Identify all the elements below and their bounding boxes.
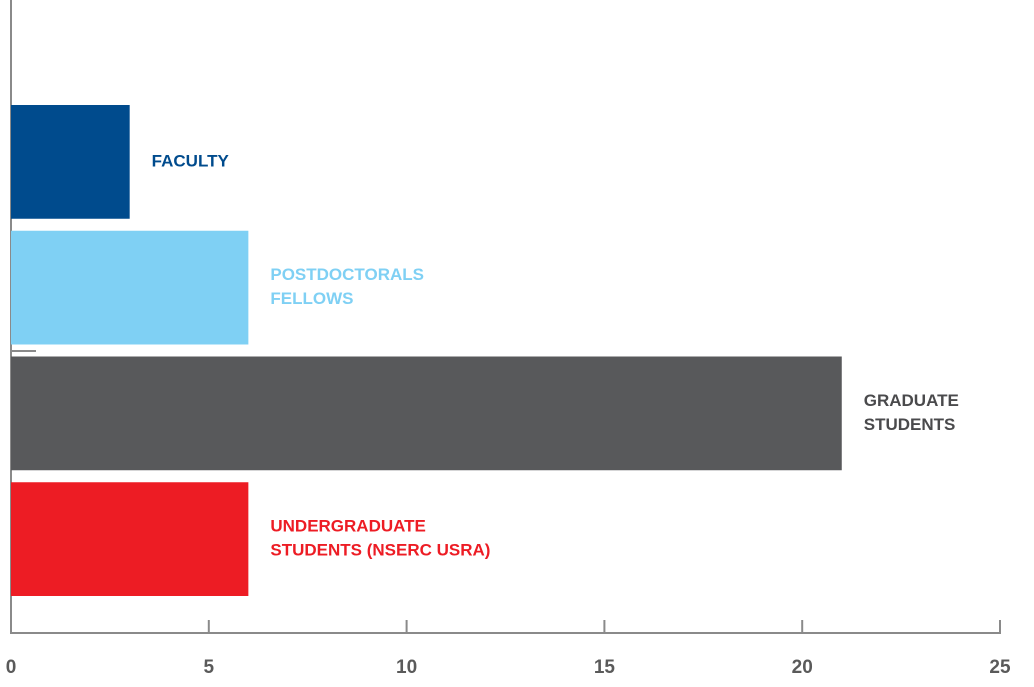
category-label: FACULTY	[152, 151, 230, 170]
bar	[11, 356, 842, 471]
category-label: GRADUATE	[864, 391, 959, 410]
x-tick-label: 5	[204, 657, 215, 678]
category-label: UNDERGRADUATE	[270, 517, 426, 536]
x-tick-label: 20	[792, 657, 813, 678]
x-tick-label: 15	[594, 657, 616, 678]
category-label: FELLOWS	[270, 289, 353, 308]
bar	[11, 482, 249, 596]
category-label: STUDENTS (NSERC USRA)	[270, 541, 490, 560]
category-label: STUDENTS	[864, 415, 956, 434]
category-label: POSTDOCTORALS	[270, 265, 424, 284]
bar	[11, 105, 130, 219]
x-tick-label: 10	[396, 657, 417, 678]
bar	[11, 230, 249, 345]
x-tick-label: 25	[989, 657, 1011, 678]
x-tick-label: 0	[6, 657, 17, 678]
